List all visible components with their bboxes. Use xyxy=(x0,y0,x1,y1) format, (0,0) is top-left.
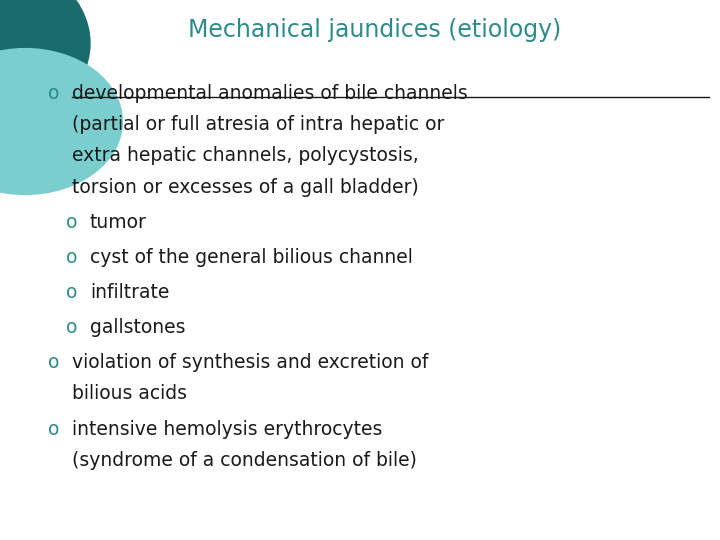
Circle shape xyxy=(0,0,90,135)
Text: o: o xyxy=(66,248,78,267)
Text: (partial or full atresia of intra hepatic or: (partial or full atresia of intra hepati… xyxy=(72,115,444,134)
Text: Mechanical jaundices (etiology): Mechanical jaundices (etiology) xyxy=(188,18,561,42)
Text: tumor: tumor xyxy=(90,213,147,232)
Text: gallstones: gallstones xyxy=(90,318,186,337)
Text: o: o xyxy=(48,420,60,438)
Text: infiltrate: infiltrate xyxy=(90,283,169,302)
Text: extra hepatic channels, polycystosis,: extra hepatic channels, polycystosis, xyxy=(72,146,419,165)
Text: violation of synthesis and excretion of: violation of synthesis and excretion of xyxy=(72,353,428,372)
Text: torsion or excesses of a gall bladder): torsion or excesses of a gall bladder) xyxy=(72,178,419,197)
Text: o: o xyxy=(48,353,60,372)
Text: (syndrome of a condensation of bile): (syndrome of a condensation of bile) xyxy=(72,451,417,470)
Text: developmental anomalies of bile channels: developmental anomalies of bile channels xyxy=(72,84,468,103)
Text: bilious acids: bilious acids xyxy=(72,384,187,403)
Text: o: o xyxy=(66,283,78,302)
Circle shape xyxy=(0,49,122,194)
Text: o: o xyxy=(66,318,78,337)
Text: o: o xyxy=(66,213,78,232)
Text: intensive hemolysis erythrocytes: intensive hemolysis erythrocytes xyxy=(72,420,382,438)
Text: o: o xyxy=(48,84,60,103)
Text: cyst of the general bilious channel: cyst of the general bilious channel xyxy=(90,248,413,267)
